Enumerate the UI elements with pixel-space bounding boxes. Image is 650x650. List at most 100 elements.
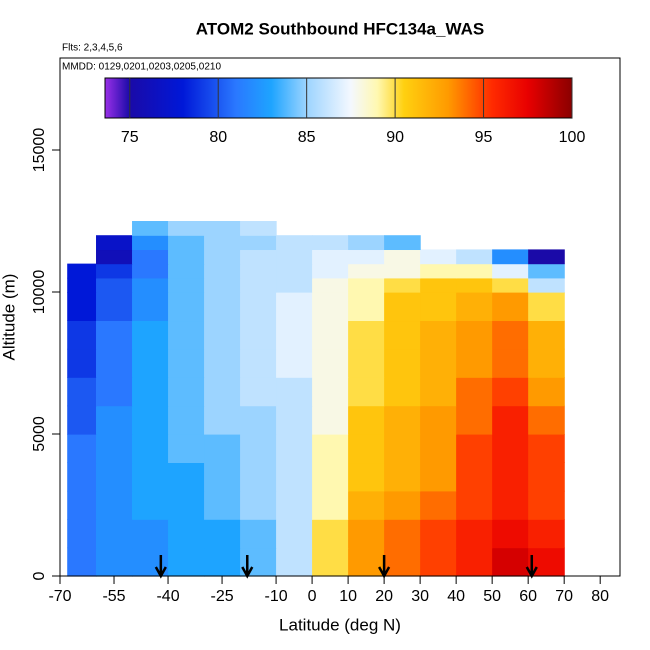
heat-cell (67, 462, 97, 492)
heat-cell (492, 292, 529, 322)
heat-cell (168, 405, 205, 435)
heat-cell (348, 320, 385, 350)
heat-cell (276, 249, 313, 265)
heat-cell (456, 462, 493, 492)
heat-cell (204, 348, 241, 378)
heat-cell (492, 249, 529, 265)
heat-cell (420, 320, 457, 350)
heat-cell (420, 277, 457, 293)
heat-cell (204, 320, 241, 350)
heat-cell (132, 434, 169, 464)
heat-cell (168, 434, 205, 464)
heat-cell (420, 519, 457, 549)
heat-cell (132, 292, 169, 322)
heat-cell (384, 235, 421, 251)
heat-cell (528, 277, 565, 293)
heat-cell (67, 434, 97, 464)
heat-cell (168, 377, 205, 407)
heat-cell (528, 490, 565, 520)
heat-cell (204, 292, 241, 322)
heat-cell (456, 547, 493, 577)
x-tick-label: -55 (102, 588, 125, 605)
colorbar-tick-label: 80 (209, 129, 227, 146)
x-tick-label: 40 (447, 588, 465, 605)
heat-cell (420, 249, 457, 265)
heat-cell (384, 462, 421, 492)
heat-cell (168, 519, 205, 549)
heat-cell (312, 277, 349, 293)
heat-cell (384, 277, 421, 293)
heat-cell (528, 434, 565, 464)
heat-cell (96, 519, 133, 549)
heat-cell (276, 490, 313, 520)
x-tick-label: 50 (483, 588, 501, 605)
heat-cell (67, 292, 97, 322)
heat-cell (276, 519, 313, 549)
colorbar (104, 77, 573, 119)
heat-cell (384, 377, 421, 407)
heat-cell (67, 320, 97, 350)
heat-cell (276, 320, 313, 350)
heat-cell (312, 235, 349, 251)
heat-cell (240, 490, 277, 520)
heat-cell (204, 377, 241, 407)
heat-cell (240, 292, 277, 322)
heat-cell (204, 235, 241, 251)
heat-cell (420, 462, 457, 492)
heat-cell (240, 348, 277, 378)
heat-cell (348, 547, 385, 577)
heat-cell (276, 462, 313, 492)
heat-cell (384, 405, 421, 435)
plot-frame (59, 57, 621, 577)
heat-cell (348, 292, 385, 322)
heat-cell (312, 547, 349, 577)
heat-cell (168, 249, 205, 265)
heat-cell (132, 221, 169, 236)
heat-cell (96, 263, 133, 279)
heat-cell (204, 490, 241, 520)
heat-cell (132, 249, 169, 265)
heat-cell (312, 462, 349, 492)
heat-cell (492, 377, 529, 407)
heat-cell (168, 462, 205, 492)
heat-cell (420, 434, 457, 464)
heat-cell (528, 292, 565, 322)
heat-cell (276, 377, 313, 407)
heat-cell (240, 235, 277, 251)
heat-cell (312, 292, 349, 322)
heat-cell (420, 348, 457, 378)
heat-cell (240, 405, 277, 435)
heat-cell (168, 277, 205, 293)
heat-cell (132, 490, 169, 520)
heat-cell (240, 377, 277, 407)
y-tick-label: 10000 (31, 270, 48, 315)
chart-title: ATOM2 Southbound HFC134a_WAS (196, 19, 484, 38)
heat-cell (67, 277, 97, 293)
heat-cell (528, 405, 565, 435)
heat-cell (528, 320, 565, 350)
heat-cell (456, 377, 493, 407)
x-tick-label: 20 (375, 588, 393, 605)
heat-cell (96, 348, 133, 378)
heat-cell (348, 434, 385, 464)
heat-cell (456, 405, 493, 435)
heat-cell (96, 292, 133, 322)
heat-cell (348, 235, 385, 251)
heat-cell (276, 235, 313, 251)
heat-cell (384, 434, 421, 464)
heat-cell (384, 320, 421, 350)
x-tick-label: -70 (48, 588, 71, 605)
x-tick-label: 10 (339, 588, 357, 605)
heat-cell (168, 348, 205, 378)
heat-cell (528, 377, 565, 407)
heat-cell (67, 490, 97, 520)
heat-cell (456, 348, 493, 378)
annotation: MMDD: 0129,0201,0203,0205,0210 (62, 62, 221, 73)
heat-cell (348, 348, 385, 378)
heat-cell (132, 405, 169, 435)
heat-cell (312, 249, 349, 265)
colorbar-tick-label: 85 (298, 129, 316, 146)
x-tick-label: -40 (156, 588, 179, 605)
heat-cell (456, 292, 493, 322)
heat-cell (96, 490, 133, 520)
